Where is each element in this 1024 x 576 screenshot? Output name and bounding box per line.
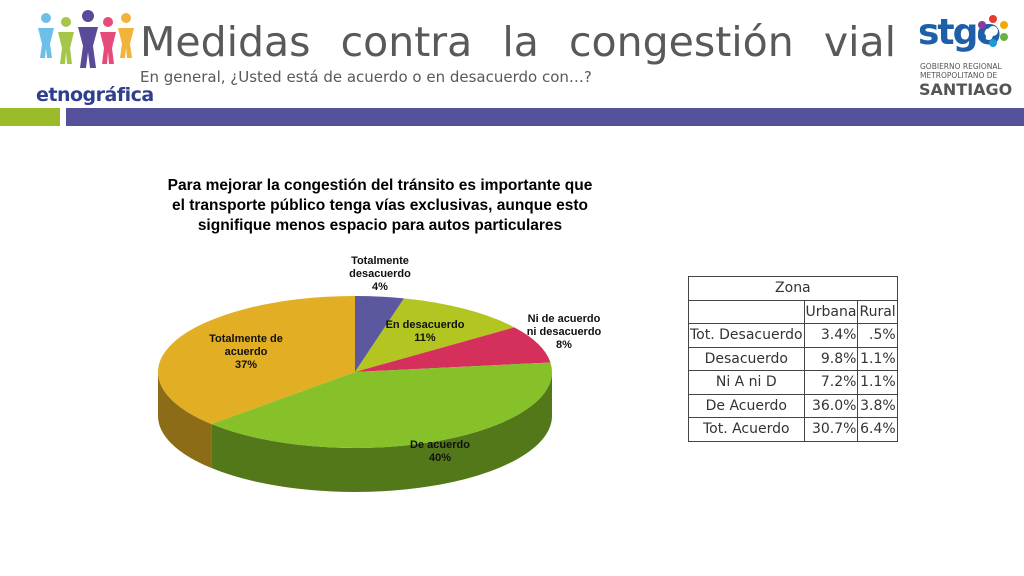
pie-chart: Totalmente desacuerdo 4% En desacuerdo 11% Ni…: [158, 255, 602, 492]
cell-urbana: 7.2%: [803, 370, 859, 395]
data-label-ni-de-acuerdo-ni-desacuerdo: Ni de acuerdo ni desacuerdo 8%: [527, 313, 602, 351]
row-label: Ni A ni D: [688, 370, 805, 395]
zone-table-corner: [688, 299, 805, 324]
etnografica-logo: etnográfica: [32, 10, 154, 106]
cell-rural: .5%: [857, 323, 898, 348]
data-label-de-acuerdo: De acuerdo 40%: [410, 439, 470, 464]
flower-icon: [978, 15, 1008, 47]
stgo-logo-line3: SANTIAGO: [919, 80, 1013, 99]
column-header-rural: Rural: [857, 299, 898, 324]
page-subtitle: En general, ¿Usted está de acuerdo o en …: [140, 68, 592, 86]
zone-table-header: Zona: [688, 276, 898, 301]
cell-rural: 3.8%: [857, 393, 898, 418]
etnografica-logo-text: etnográfica: [36, 84, 154, 106]
cell-urbana: 3.4%: [803, 323, 859, 348]
header-accent-bar: [0, 108, 60, 126]
chart-title-line: signifique menos espacio para autos part…: [197, 217, 563, 234]
pie-side-totalmente-de-acuerdo: [158, 372, 212, 469]
stgo-logo-line2: METROPOLITANO DE: [920, 71, 998, 80]
row-label: Tot. Desacuerdo: [688, 323, 805, 348]
chart-title-line: Para mejorar la congestión del tránsito …: [167, 177, 593, 194]
pie-side-de-acuerdo: [211, 372, 552, 492]
table-row: Tot. Acuerdo 30.7% 6.4%: [688, 417, 898, 442]
pie-slice-ni-de-acuerdo-ni-desacuerdo: [355, 327, 551, 372]
row-label: Tot. Acuerdo: [688, 417, 805, 442]
data-label-totalmente-desacuerdo: Totalmente desacuerdo 4%: [349, 255, 411, 293]
row-label: Desacuerdo: [688, 346, 805, 371]
page-title: Medidas contra la congestión vial: [140, 18, 896, 66]
pie-slice-totalmente-desacuerdo: [355, 296, 404, 372]
cell-urbana: 36.0%: [803, 393, 859, 418]
cell-rural: 1.1%: [857, 346, 898, 371]
cell-rural: 1.1%: [857, 370, 898, 395]
cell-urbana: 9.8%: [803, 346, 859, 371]
table-row: Ni A ni D 7.2% 1.1%: [688, 370, 898, 395]
data-label-totalmente-de-acuerdo: Totalmente de acuerdo 37%: [209, 333, 283, 371]
pie-slice-de-acuerdo: [211, 362, 552, 448]
cell-urbana: 30.7%: [803, 417, 859, 442]
chart-title: Para mejorar la congestión del tránsito …: [130, 176, 630, 236]
column-header-urbana: Urbana: [803, 299, 859, 324]
chart-title-line: el transporte público tenga vías exclusi…: [171, 197, 589, 214]
pie-slice-en-desacuerdo: [355, 298, 515, 372]
stgo-logo-line1: GOBIERNO REGIONAL: [920, 62, 1002, 71]
pie-slice-totalmente-de-acuerdo: [158, 296, 355, 425]
zone-table: Zona Urbana Rural Tot. Desacuerdo 3.4% .…: [688, 276, 898, 442]
cell-rural: 6.4%: [857, 417, 898, 442]
table-row: Tot. Desacuerdo 3.4% .5%: [688, 323, 898, 348]
table-row: Desacuerdo 9.8% 1.1%: [688, 346, 898, 371]
people-figures-icon: [38, 10, 134, 68]
stgo-logo: stgo GOBIERNO REGIONAL METROPOLITANO DE …: [914, 8, 1014, 100]
header-divider-bar: [66, 108, 1024, 126]
table-row: De Acuerdo 36.0% 3.8%: [688, 393, 898, 418]
row-label: De Acuerdo: [688, 393, 805, 418]
stgo-logo-text: stgo: [918, 12, 1001, 53]
data-label-en-desacuerdo: En desacuerdo 11%: [386, 319, 465, 344]
